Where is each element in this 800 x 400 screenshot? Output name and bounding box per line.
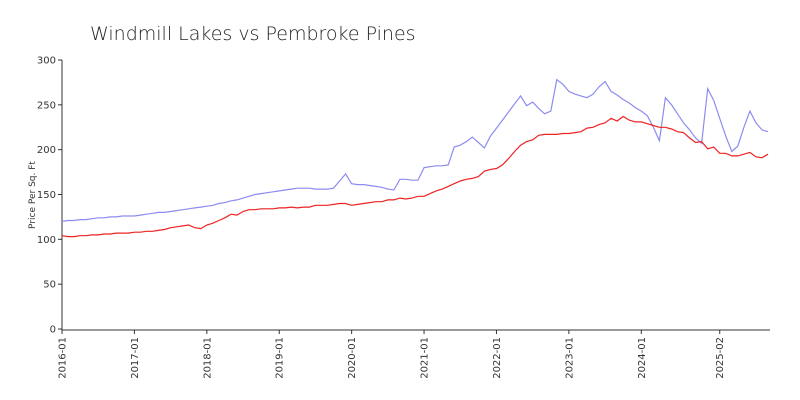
x-tick-label: 2022-01: [492, 337, 503, 379]
x-tick-label: 2016-01: [58, 337, 69, 379]
series-line: [61, 115, 769, 238]
y-tick-label: 150: [37, 190, 56, 201]
y-tick-label: 0: [50, 325, 56, 336]
y-tick-label: 250: [37, 100, 56, 111]
x-tick-label: 2020-01: [347, 337, 358, 379]
y-axis-label: Price Per Sq. Ft: [28, 161, 38, 229]
chart-title: Windmill Lakes vs Pembroke Pines: [90, 23, 416, 45]
y-tick-label: 300: [37, 56, 56, 67]
x-tick-label: 2023-01: [564, 337, 575, 379]
y-tick-label: 100: [37, 235, 56, 246]
y-tick-label: 200: [37, 145, 56, 156]
x-tick-label: 2025-02: [715, 337, 726, 379]
series-line: [61, 78, 769, 222]
x-tick-label: 2018-01: [202, 337, 213, 379]
x-tick-label: 2021-01: [420, 337, 431, 379]
y-tick-label: 50: [43, 280, 56, 291]
x-tick-label: 2017-01: [130, 337, 141, 379]
x-tick-label: 2019-01: [275, 337, 286, 379]
x-tick-label: 2024-01: [637, 337, 648, 379]
